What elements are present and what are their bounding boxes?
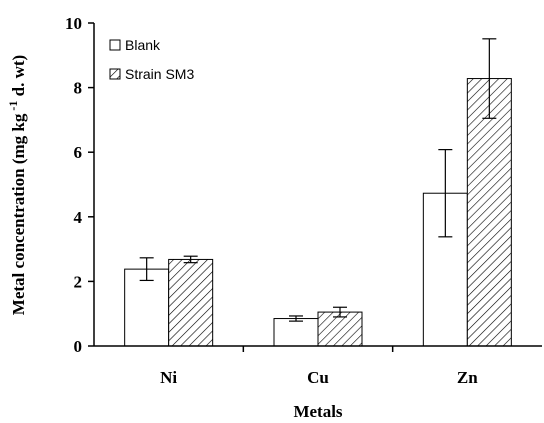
legend-label-strain: Strain SM3 xyxy=(125,66,194,82)
bar-strain-sm3-zn xyxy=(466,78,512,347)
x-category-label: Ni xyxy=(160,368,177,387)
y-tick-label: 10 xyxy=(65,14,82,33)
error-bar xyxy=(183,255,198,264)
error-bar xyxy=(438,149,453,238)
y-axis-title: Metal concentration (mg kg -1 d. wt) xyxy=(6,55,28,315)
y-tick-label: 0 xyxy=(74,337,83,356)
bar-strain-sm3-cu xyxy=(317,311,363,347)
error-bar xyxy=(333,306,347,318)
x-category-label: Zn xyxy=(457,368,478,387)
bars-group xyxy=(124,38,512,352)
bar-blank-cu xyxy=(273,318,319,347)
legend-label-blank: Blank xyxy=(125,37,161,53)
error-bar xyxy=(289,315,303,322)
y-axis-ticks: 0 2 4 6 8 10 xyxy=(65,14,94,356)
y-tick-label: 2 xyxy=(74,272,83,291)
bar-blank-ni xyxy=(124,268,170,347)
legend-swatch-strain xyxy=(109,68,121,80)
x-axis-title: Metals xyxy=(293,402,342,421)
category-labels: Ni Cu Zn xyxy=(160,368,478,387)
legend-swatch-blank xyxy=(109,39,121,51)
error-bar xyxy=(139,257,154,282)
y-tick-label: 8 xyxy=(74,79,83,98)
x-category-label: Cu xyxy=(307,368,329,387)
legend: Blank Strain SM3 xyxy=(109,37,194,82)
bar-strain-sm3-ni xyxy=(168,258,214,347)
error-bar xyxy=(482,38,497,119)
y-tick-label: 4 xyxy=(74,208,83,227)
y-tick-label: 6 xyxy=(74,143,83,162)
